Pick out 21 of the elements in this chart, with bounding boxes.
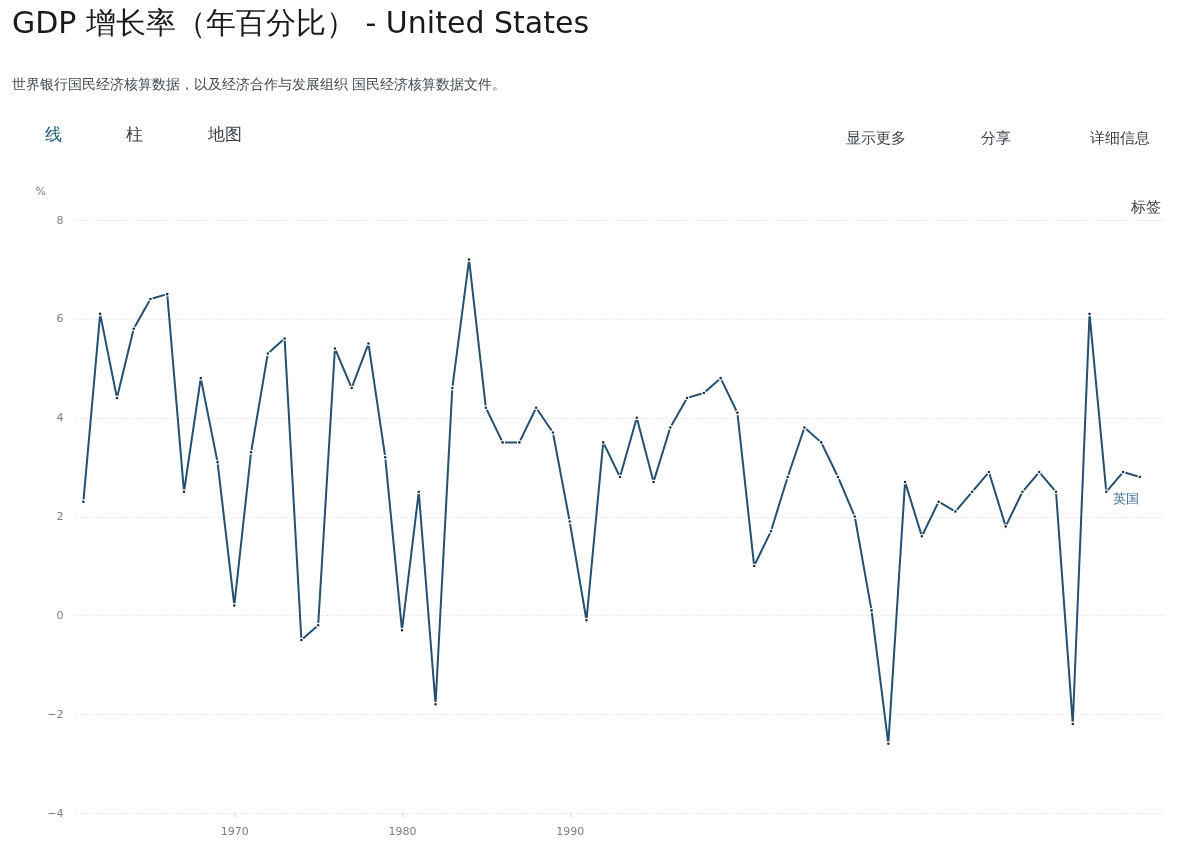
y-tick-label: 2 bbox=[56, 510, 64, 523]
y-tick-label: 8 bbox=[56, 213, 64, 227]
text: 地图 bbox=[207, 124, 242, 144]
y-tick-label: −2 bbox=[47, 707, 64, 721]
x-tick-label: 1990 bbox=[556, 824, 585, 838]
y-tick-label: 6 bbox=[56, 312, 64, 326]
text: 详细信息 bbox=[1090, 129, 1150, 147]
text: 分享 bbox=[981, 129, 1011, 147]
y-axis-title: % bbox=[35, 184, 46, 198]
text: 标签 bbox=[1130, 198, 1161, 216]
y-tick-label: 4 bbox=[56, 411, 64, 425]
text: 显示更多 bbox=[846, 129, 906, 147]
y-tick-label: 0 bbox=[56, 608, 64, 622]
x-tick-label: 1970 bbox=[220, 824, 249, 838]
x-tick-label: 1980 bbox=[388, 824, 417, 838]
text: 线 bbox=[44, 124, 62, 144]
chart-subtitle: 世界银行国民经济核算数据，以及经济合作与发展组织 国民经济核算数据文件。 bbox=[12, 76, 507, 92]
chart-title: GDP 增长率（年百分比） - United States bbox=[12, 5, 590, 40]
y-tick-label: −4 bbox=[47, 806, 64, 820]
text: 柱 bbox=[125, 124, 143, 144]
series-label: 英国 bbox=[1112, 490, 1139, 506]
